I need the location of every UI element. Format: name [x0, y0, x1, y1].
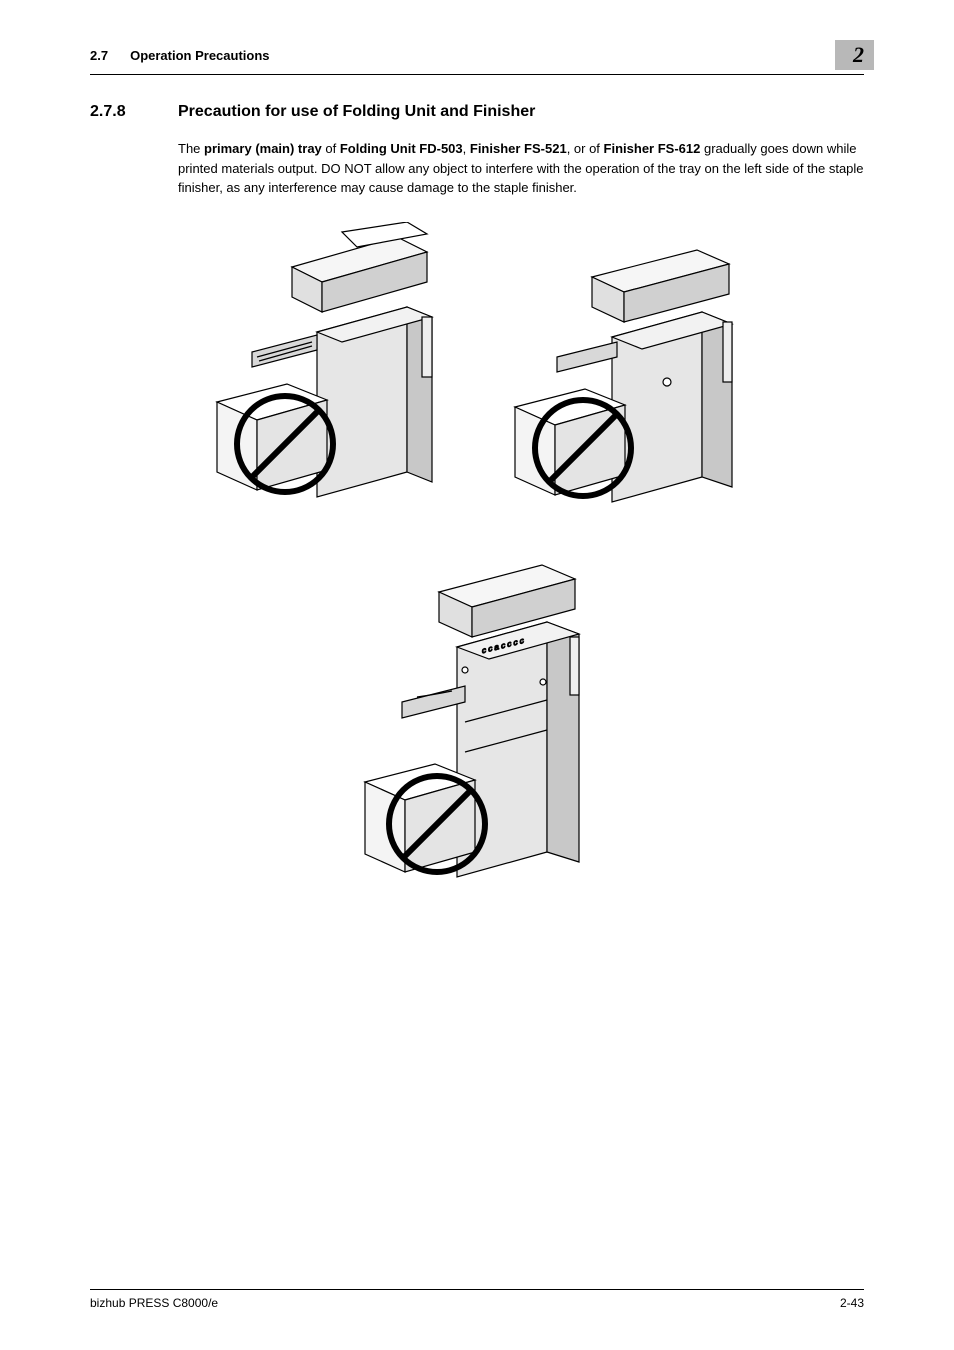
header-section-number: 2.7 — [90, 48, 108, 63]
device-figure-b — [497, 222, 757, 522]
para-mid2: , — [463, 141, 470, 156]
para-mid3: , or of — [567, 141, 604, 156]
device-svg-b — [497, 222, 757, 522]
device-figure-a — [197, 222, 457, 522]
para-bold2: Folding Unit FD-503 — [340, 141, 463, 156]
device-figure-c: c c a c c c c — [347, 552, 607, 912]
footer-right: 2-43 — [840, 1296, 864, 1310]
page-header: 2.7 Operation Precautions 2 — [90, 40, 864, 75]
device-svg-c: c c a c c c c — [347, 552, 607, 912]
figure-row-bottom: c c a c c c c — [90, 552, 864, 912]
subsection-title: Precaution for use of Folding Unit and F… — [178, 103, 535, 121]
para-bold1: primary (main) tray — [204, 141, 322, 156]
subsection-number: 2.7.8 — [90, 103, 138, 121]
header-section-title: Operation Precautions — [130, 48, 269, 63]
footer-left: bizhub PRESS C8000/e — [90, 1296, 218, 1310]
para-bold4: Finisher FS-612 — [604, 141, 701, 156]
device-svg-a — [197, 222, 457, 522]
page-footer: bizhub PRESS C8000/e 2-43 — [90, 1289, 864, 1310]
para-mid1: of — [322, 141, 340, 156]
body-paragraph: The primary (main) tray of Folding Unit … — [178, 139, 864, 198]
chapter-badge: 2 — [835, 40, 874, 70]
header-left: 2.7 Operation Precautions — [90, 48, 270, 63]
para-bold3: Finisher FS-521 — [470, 141, 567, 156]
para-lead: The — [178, 141, 204, 156]
subsection-heading: 2.7.8 Precaution for use of Folding Unit… — [90, 103, 864, 121]
figure-row-top — [90, 222, 864, 522]
